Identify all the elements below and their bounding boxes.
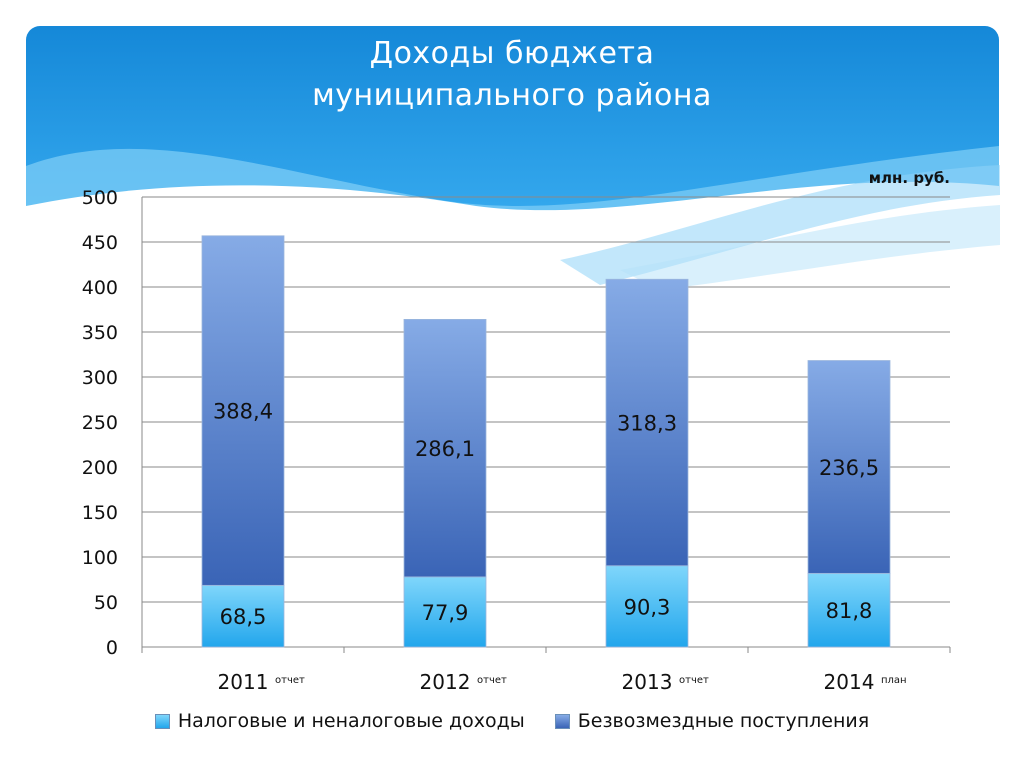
legend: Налоговые и неналоговые доходы Безвозмез… xyxy=(0,710,1024,732)
x-category-label: 2011 xyxy=(218,670,269,694)
legend-item-tax: Налоговые и неналоговые доходы xyxy=(154,710,525,732)
bar-tax xyxy=(605,565,689,648)
data-label-tax: 81,8 xyxy=(826,599,873,623)
data-label-tax: 90,3 xyxy=(624,595,671,619)
bar-tax xyxy=(201,584,285,648)
bar-grants xyxy=(403,318,487,578)
y-tick-label: 200 xyxy=(82,457,118,479)
y-tick-label: 50 xyxy=(94,592,118,614)
y-axis: 0 50 100 150 200 250 300 350 400 450 500 xyxy=(82,187,143,659)
bar-grants xyxy=(201,235,285,586)
data-label-tax: 68,5 xyxy=(220,605,267,629)
legend-item-grants: Безвозмездные поступления xyxy=(554,710,870,732)
y-tick-label: 400 xyxy=(82,277,118,299)
stacked-bar-chart: 0 50 100 150 200 250 300 350 400 450 500 68,5 388,4… xyxy=(82,187,951,694)
x-category-label: 2012 xyxy=(420,670,471,694)
bar-grants xyxy=(605,278,689,567)
header-banner xyxy=(26,26,999,216)
chart-title-line-2: муниципального района xyxy=(312,78,712,113)
header-wave-background xyxy=(26,26,999,216)
y-tick-label: 450 xyxy=(82,232,118,254)
bars xyxy=(201,235,891,648)
x-category-note: отчет xyxy=(679,675,709,686)
x-category-label: 2014 xyxy=(824,670,875,694)
bar-grants xyxy=(807,360,891,574)
x-category-note: план xyxy=(881,675,907,686)
data-label-tax: 77,9 xyxy=(422,601,469,625)
y-tick-label: 350 xyxy=(82,322,118,344)
data-labels: 68,5 388,4 77,9 286,1 90,3 318,3 81,8 236,5 xyxy=(213,400,879,630)
x-category-label: 2013 xyxy=(622,670,673,694)
legend-label-grants: Безвозмездные поступления xyxy=(577,710,870,732)
y-tick-label: 0 xyxy=(106,637,118,659)
x-axis: 2011 отчет 2012 отчет 2013 отчет 2014 план xyxy=(141,647,951,694)
wave-overlay xyxy=(560,165,1000,290)
y-tick-label: 150 xyxy=(82,502,118,524)
legend-label-tax: Налоговые и неналоговые доходы xyxy=(177,710,525,732)
x-category-note: отчет xyxy=(477,675,507,686)
data-label-grants: 318,3 xyxy=(617,411,677,435)
chart-title-line-1: Доходы бюджета xyxy=(369,36,655,71)
x-category-note: отчет xyxy=(275,675,305,686)
y-tick-label: 300 xyxy=(82,367,118,389)
y-tick-label: 500 xyxy=(82,187,118,209)
data-label-grants: 236,5 xyxy=(819,456,879,480)
y-tick-label: 100 xyxy=(82,547,118,569)
legend-swatch-tax xyxy=(154,713,170,729)
unit-label: млн. руб. xyxy=(868,169,950,187)
y-tick-label: 250 xyxy=(82,412,118,434)
data-label-grants: 388,4 xyxy=(213,400,273,424)
data-label-grants: 286,1 xyxy=(415,437,475,461)
legend-swatch-grants xyxy=(554,713,570,729)
